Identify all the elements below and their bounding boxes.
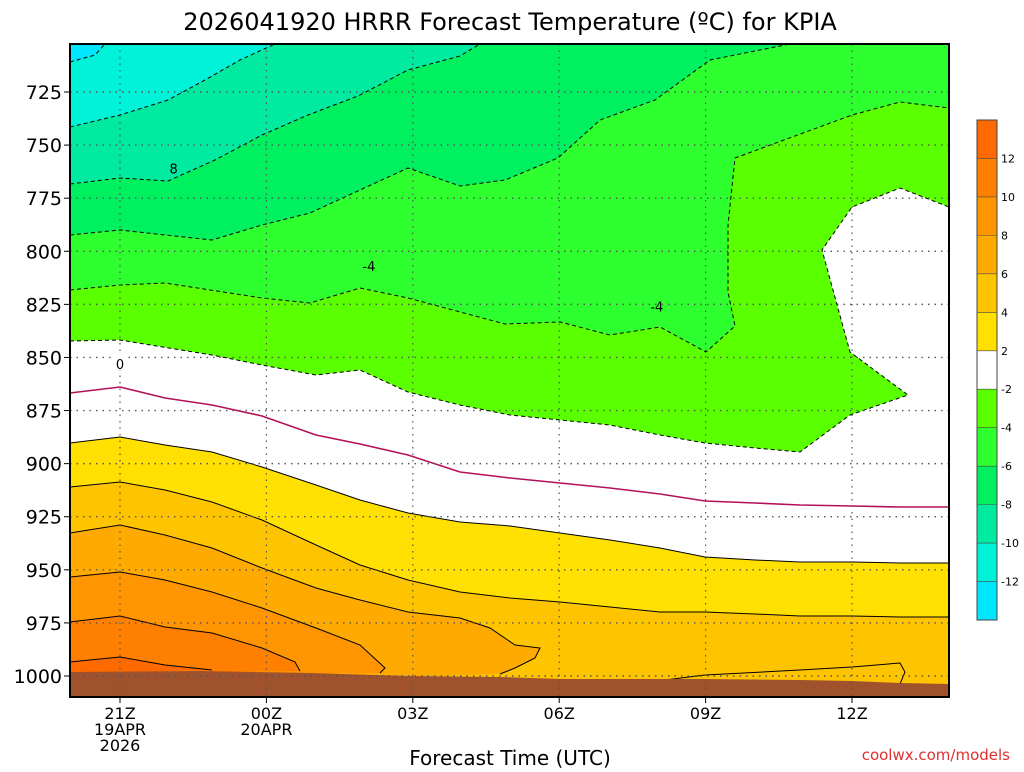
contour-zero-freezing-line xyxy=(69,386,949,508)
colorbar-legend: 12 10 8 6 4 2 -2 -4 -6 -8 -10 -12 xyxy=(976,119,1019,621)
y-tick-label: 775 xyxy=(26,188,62,210)
contour-neg12 xyxy=(69,43,106,63)
colorbar-swatch xyxy=(977,543,997,582)
colorbar-label: 2 xyxy=(1001,345,1008,358)
colorbar-label: -2 xyxy=(1001,383,1012,396)
plot-area: 8 -4 -4 0 xyxy=(69,43,950,697)
grid-lines xyxy=(70,44,949,697)
contour-label: 0 xyxy=(116,358,124,373)
chart-title: 2026041920 HRRR Forecast Temperature (ºC… xyxy=(183,8,837,36)
colorbar-label: -8 xyxy=(1001,499,1012,512)
x-tick-date-label: 20APR xyxy=(240,720,292,739)
contour-neg4 xyxy=(69,101,950,353)
colorbar-swatch xyxy=(977,389,997,428)
x-tick-label: 21Z xyxy=(104,704,135,723)
negative-contours xyxy=(69,43,950,453)
plot-frame xyxy=(69,43,950,698)
y-tick-label: 850 xyxy=(26,347,62,369)
colorbar-label: -6 xyxy=(1001,460,1012,473)
colorbar-swatch xyxy=(977,235,997,274)
contour-label: -4 xyxy=(362,260,375,275)
x-tick-label: 09Z xyxy=(690,704,721,723)
colorbar-swatch xyxy=(977,504,997,544)
band-neg10-neg12 xyxy=(70,44,275,127)
colorbar-label: 10 xyxy=(1001,191,1015,204)
x-axis-label: Forecast Time (UTC) xyxy=(409,746,611,768)
contour-8 xyxy=(69,571,386,674)
y-tick-label: 975 xyxy=(26,613,62,635)
colorbar-label: -12 xyxy=(1001,576,1019,589)
contour-label-bg xyxy=(113,355,127,370)
x-tick-date-label: 2026 xyxy=(100,736,141,755)
x-tick-date-label: 19APR xyxy=(94,720,146,739)
colorbar-label: -10 xyxy=(1001,537,1019,550)
colorbar-swatch xyxy=(977,158,997,197)
contour-12 xyxy=(69,656,213,671)
contour-label: -4 xyxy=(650,300,663,315)
colorbar-swatch xyxy=(977,196,997,236)
y-tick-label: 825 xyxy=(26,294,62,316)
y-tick-label: 1000 xyxy=(14,666,62,688)
colorbar-label: 8 xyxy=(1001,229,1008,242)
contour-2 xyxy=(69,436,949,564)
contour-neg6 xyxy=(69,43,791,241)
colorbar-label: 12 xyxy=(1001,152,1015,165)
y-tick-label: 900 xyxy=(26,454,62,476)
band-below-neg12 xyxy=(70,44,105,62)
colorbar-label: 6 xyxy=(1001,268,1008,281)
contour-4 xyxy=(69,481,949,618)
y-tick-label: 800 xyxy=(26,241,62,263)
y-tick-label: 725 xyxy=(26,82,62,104)
contour-labels: 8 -4 -4 0 xyxy=(113,162,663,373)
y-tick-label: 950 xyxy=(26,560,62,582)
colorbar-swatch xyxy=(977,312,997,351)
colorbar-swatch xyxy=(977,581,997,620)
colorbar-swatch xyxy=(977,120,997,159)
source-credit: coolwx.com/models xyxy=(862,746,1010,764)
y-tick-label: 875 xyxy=(26,401,62,423)
colorbar-label: -4 xyxy=(1001,422,1012,435)
contour-6 xyxy=(69,524,541,675)
contour-neg10 xyxy=(69,43,276,128)
colorbar-swatch xyxy=(977,273,997,313)
x-tick-label: 00Z xyxy=(251,704,282,723)
band-above-12 xyxy=(70,657,212,673)
colorbar-frame xyxy=(976,119,998,621)
contour-neg2 xyxy=(69,187,950,453)
colorbar-label: 4 xyxy=(1001,306,1008,319)
y-tick-label: 750 xyxy=(26,135,62,157)
y-tick-label: 925 xyxy=(26,507,62,529)
x-tick-label: 06Z xyxy=(544,704,575,723)
colorbar-swatch xyxy=(977,427,997,467)
ground-below-surface xyxy=(70,671,949,697)
y-axis: 725 750 775 800 825 850 875 900 925 950 975 1000 xyxy=(14,82,70,688)
x-tick-label: 03Z xyxy=(397,704,428,723)
colorbar-swatch xyxy=(977,466,997,505)
colorbar-swatch xyxy=(977,350,997,390)
contour-label: 8 xyxy=(170,162,178,177)
x-tick-label: 12Z xyxy=(836,704,867,723)
